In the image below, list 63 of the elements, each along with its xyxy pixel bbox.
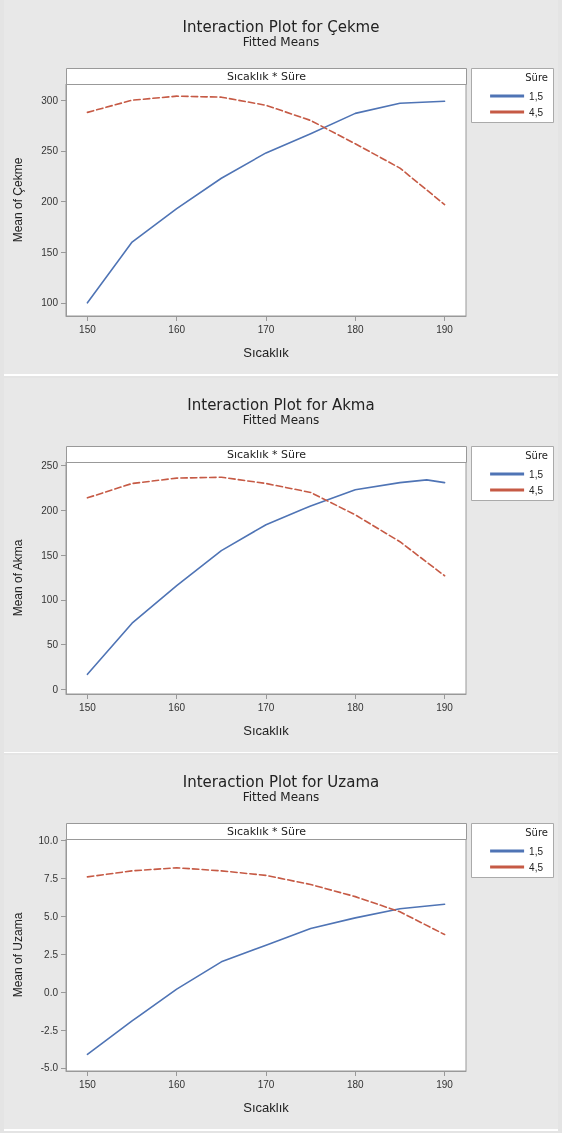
- legend-title: Süre: [525, 826, 548, 838]
- x-tick-label: 170: [257, 323, 275, 335]
- x-tick-label: 150: [79, 1078, 97, 1090]
- legend-label: 4,5: [529, 484, 544, 496]
- chart-subtitle: Fitted Means: [242, 790, 320, 805]
- y-tick-label: 300: [41, 94, 59, 106]
- legend-label: 4,5: [529, 106, 544, 118]
- legend-title: Süre: [525, 449, 548, 461]
- chart-subtitle: Fitted Means: [242, 35, 320, 49]
- y-tick-label: 200: [41, 196, 59, 208]
- line-series: [86, 100, 446, 304]
- x-tick-label: 170: [257, 1078, 275, 1090]
- chart-title: Interaction Plot for Çekme: [182, 17, 380, 36]
- y-tick-label: 7.5: [44, 873, 59, 885]
- line-series: [86, 867, 446, 936]
- x-tick-label: 180: [346, 323, 365, 335]
- y-tick-label: 50: [46, 638, 59, 650]
- y-tick-label: 2.5: [44, 949, 59, 961]
- text: Sıcaklık * Süre: [226, 825, 307, 839]
- x-axis-title: Sıcaklık: [243, 1100, 290, 1116]
- y-tick-label: 150: [41, 246, 59, 258]
- y-tick-label: -5.0: [40, 1062, 59, 1074]
- text: Sıcaklık * Süre: [226, 447, 307, 461]
- y-axis-title: Mean of Akma: [11, 538, 25, 617]
- chart-title: Interaction Plot for Akma: [187, 395, 375, 414]
- x-tick-label: 190: [436, 323, 454, 335]
- y-tick-label: 0: [52, 683, 59, 695]
- legend-label: 1,5: [529, 468, 544, 480]
- y-tick-label: 200: [41, 504, 59, 516]
- chart-title: Interaction Plot for Uzama: [182, 772, 380, 791]
- x-tick-label: 180: [346, 1078, 365, 1090]
- x-axis-title: Sıcaklık: [243, 722, 290, 738]
- x-tick-label: 180: [346, 701, 365, 713]
- y-tick-label: 100: [41, 594, 59, 606]
- y-tick-label: 100: [41, 297, 59, 309]
- y-tick-label: 250: [41, 145, 59, 157]
- y-tick-label: 0.0: [44, 986, 59, 998]
- x-tick-label: 160: [168, 1078, 186, 1090]
- x-tick-label: 160: [168, 323, 186, 335]
- legend-title: Süre: [525, 71, 548, 83]
- x-tick-label: 170: [257, 701, 275, 713]
- line-series: [86, 903, 446, 1056]
- y-tick-label: 250: [41, 459, 59, 471]
- x-tick-label: 160: [168, 701, 186, 713]
- x-tick-label: 150: [79, 323, 97, 335]
- x-tick-label: 150: [79, 701, 97, 713]
- y-axis-title: Mean of Uzama: [11, 912, 25, 998]
- legend-label: 1,5: [529, 90, 544, 102]
- x-tick-label: 190: [436, 1078, 454, 1090]
- line-series: [86, 95, 446, 206]
- y-tick-label: 150: [41, 549, 59, 561]
- x-tick-label: 190: [436, 701, 454, 713]
- text: Sıcaklık * Süre: [226, 70, 307, 83]
- chart-subtitle: Fitted Means: [242, 412, 320, 427]
- legend-label: 1,5: [529, 845, 544, 857]
- y-tick-label: -2.5: [40, 1024, 59, 1036]
- y-tick-label: 10.0: [38, 835, 59, 847]
- line-series: [86, 478, 446, 675]
- y-tick-label: 5.0: [44, 911, 59, 923]
- legend-label: 4,5: [529, 861, 544, 873]
- line-series: [86, 476, 446, 577]
- y-axis-title: Mean of Çekme: [11, 157, 25, 243]
- x-axis-title: Sıcaklık: [243, 345, 290, 360]
